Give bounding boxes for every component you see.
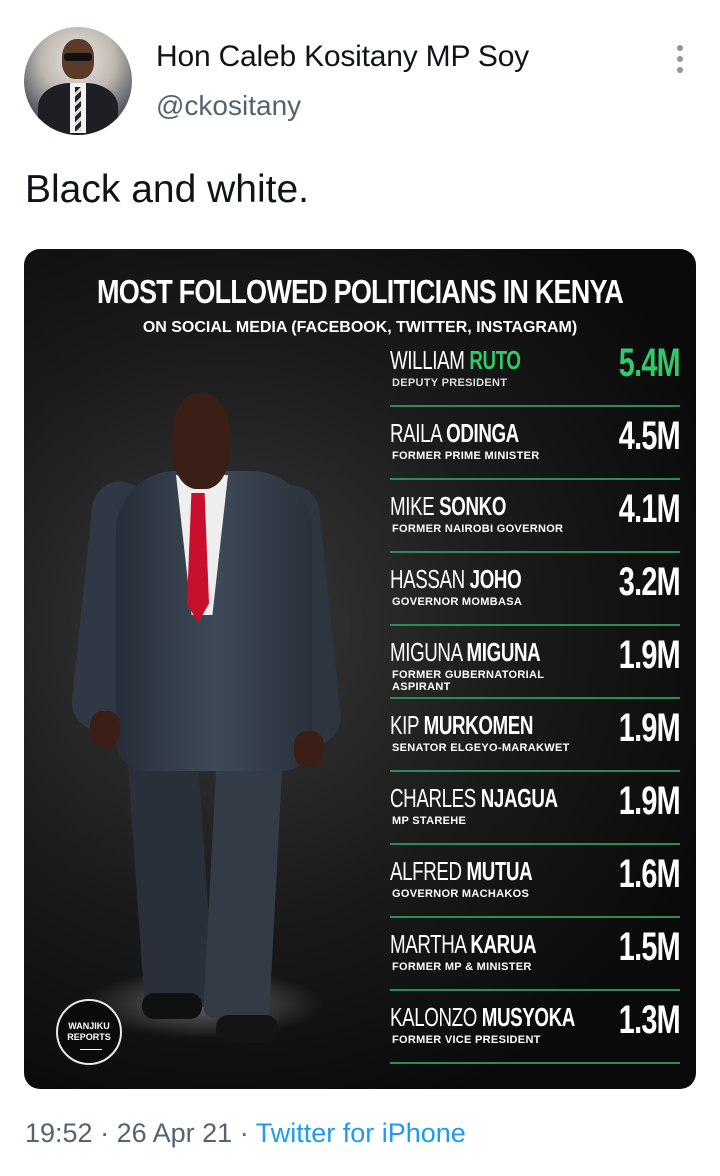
politician-name: CHARLES NJAGUA: [390, 783, 558, 814]
last-name: JOHO: [469, 564, 522, 594]
first-name: MARTHA: [390, 929, 466, 959]
first-name: CHARLES: [390, 783, 476, 813]
ranking-row: MIGUNA MIGUNA FORMER GUBERNATORIAL ASPIR…: [390, 633, 681, 699]
ranking-row: HASSAN JOHO GOVERNOR MOMBASA 3.2M: [390, 560, 681, 626]
person-leg: [127, 746, 215, 1012]
more-dot: [677, 45, 683, 51]
politician-role: FORMER MP & MINISTER: [392, 961, 532, 973]
tweet-metadata: 19:52 · 26 Apr 21 · Twitter for iPhone: [25, 1118, 466, 1149]
more-vertical-icon[interactable]: [668, 42, 692, 76]
follower-count: 1.9M: [618, 706, 681, 750]
person-hand: [294, 731, 324, 767]
ranking-row: RAILA ODINGA FORMER PRIME MINISTER 4.5M: [390, 414, 681, 480]
tweet-time[interactable]: 19:52: [25, 1118, 93, 1148]
ranking-row: MARTHA KARUA FORMER MP & MINISTER 1.5M: [390, 925, 681, 991]
avatar[interactable]: [24, 27, 132, 135]
last-name: SONKO: [439, 491, 507, 521]
image-headline: MOST FOLLOWED POLITICIANS IN KENYA: [97, 273, 624, 310]
follower-count: 5.4M: [618, 341, 681, 385]
ranking-row: ALFRED MUTUA GOVERNOR MACHAKOS 1.6M: [390, 852, 681, 918]
more-dot: [677, 67, 683, 73]
politician-role: FORMER VICE PRESIDENT: [392, 1034, 541, 1046]
person-shoe: [142, 993, 202, 1019]
tweet-text: Black and white.: [25, 168, 309, 211]
follower-count: 4.5M: [618, 414, 681, 458]
politician-role: FORMER PRIME MINISTER: [392, 450, 540, 462]
meta-separator: ·: [239, 1118, 249, 1148]
wanjiku-reports-logo: WANJIKU REPORTS: [56, 999, 122, 1065]
avatar-tie: [75, 87, 81, 131]
logo-text: WANJIKU REPORTS: [67, 1021, 111, 1042]
politician-name: KIP MURKOMEN: [390, 710, 533, 741]
tweet-image[interactable]: MOST FOLLOWED POLITICIANS IN KENYA ON SO…: [24, 249, 696, 1089]
person-tie: [187, 493, 209, 623]
person-shoe: [216, 1015, 278, 1043]
follower-count: 4.1M: [618, 487, 681, 531]
first-name: ALFRED: [390, 856, 462, 886]
ranking-row: MIKE SONKO FORMER NAIROBI GOVERNOR 4.1M: [390, 487, 681, 553]
last-name: NJAGUA: [480, 783, 558, 813]
last-name: RUTO: [469, 345, 521, 375]
tweet-source-link[interactable]: Twitter for iPhone: [255, 1118, 466, 1148]
ranking-row: KIP MURKOMEN SENATOR ELGEYO-MARAKWET 1.9…: [390, 706, 681, 772]
first-name: MIGUNA: [390, 637, 462, 667]
politician-name: RAILA ODINGA: [390, 418, 519, 449]
tweet-date[interactable]: 26 Apr 21: [116, 1118, 233, 1148]
first-name: RAILA: [390, 418, 442, 448]
politician-name: MIGUNA MIGUNA: [390, 637, 541, 668]
ranking-row: CHARLES NJAGUA MP STAREHE 1.9M: [390, 779, 681, 845]
last-name: KARUA: [470, 929, 537, 959]
politician-role: GOVERNOR MOMBASA: [392, 596, 523, 608]
follower-count: 1.6M: [618, 852, 681, 896]
last-name: MIGUNA: [466, 637, 541, 667]
first-name: MIKE: [390, 491, 435, 521]
politician-role: MP STAREHE: [392, 815, 467, 827]
politician-role: DEPUTY PRESIDENT: [392, 377, 508, 389]
person-head: [172, 393, 230, 489]
follower-count: 3.2M: [618, 560, 681, 604]
more-dot: [677, 56, 683, 62]
politician-role: FORMER GUBERNATORIAL ASPIRANT: [392, 669, 545, 693]
last-name: MURKOMEN: [423, 710, 534, 740]
follower-count: 1.9M: [618, 633, 681, 677]
first-name: HASSAN: [390, 564, 465, 594]
politician-role: SENATOR ELGEYO-MARAKWET: [392, 742, 570, 754]
meta-separator: ·: [100, 1118, 110, 1148]
person-hand: [90, 711, 120, 747]
last-name: ODINGA: [446, 418, 519, 448]
first-name: WILLIAM: [390, 345, 465, 375]
image-subheadline: ON SOCIAL MEDIA (FACEBOOK, TWITTER, INST…: [142, 319, 578, 336]
logo-underline: [80, 1049, 102, 1050]
politician-name: KALONZO MUSYOKA: [390, 1002, 575, 1033]
follower-count: 1.5M: [618, 925, 681, 969]
first-name: KIP: [390, 710, 419, 740]
follower-count: 1.3M: [618, 998, 681, 1042]
person-leg: [202, 747, 284, 1021]
politician-role: FORMER NAIROBI GOVERNOR: [392, 523, 564, 535]
ranking-row: KALONZO MUSYOKA FORMER VICE PRESIDENT 1.…: [390, 998, 681, 1064]
display-name[interactable]: Hon Caleb Kositany MP Soy: [156, 40, 529, 73]
user-handle[interactable]: @ckositany: [156, 90, 302, 121]
last-name: MUTUA: [466, 856, 533, 886]
politician-name: MIKE SONKO: [390, 491, 506, 522]
politician-name: WILLIAM RUTO: [390, 345, 521, 376]
politician-role: GOVERNOR MACHAKOS: [392, 888, 530, 900]
politician-name: ALFRED MUTUA: [390, 856, 533, 887]
politician-name: HASSAN JOHO: [390, 564, 522, 595]
follower-count: 1.9M: [618, 779, 681, 823]
first-name: KALONZO: [390, 1002, 477, 1032]
ranking-row: WILLIAM RUTO DEPUTY PRESIDENT 5.4M: [390, 341, 681, 407]
politician-name: MARTHA KARUA: [390, 929, 537, 960]
avatar-sunglasses: [64, 53, 92, 61]
last-name: MUSYOKA: [481, 1002, 576, 1032]
